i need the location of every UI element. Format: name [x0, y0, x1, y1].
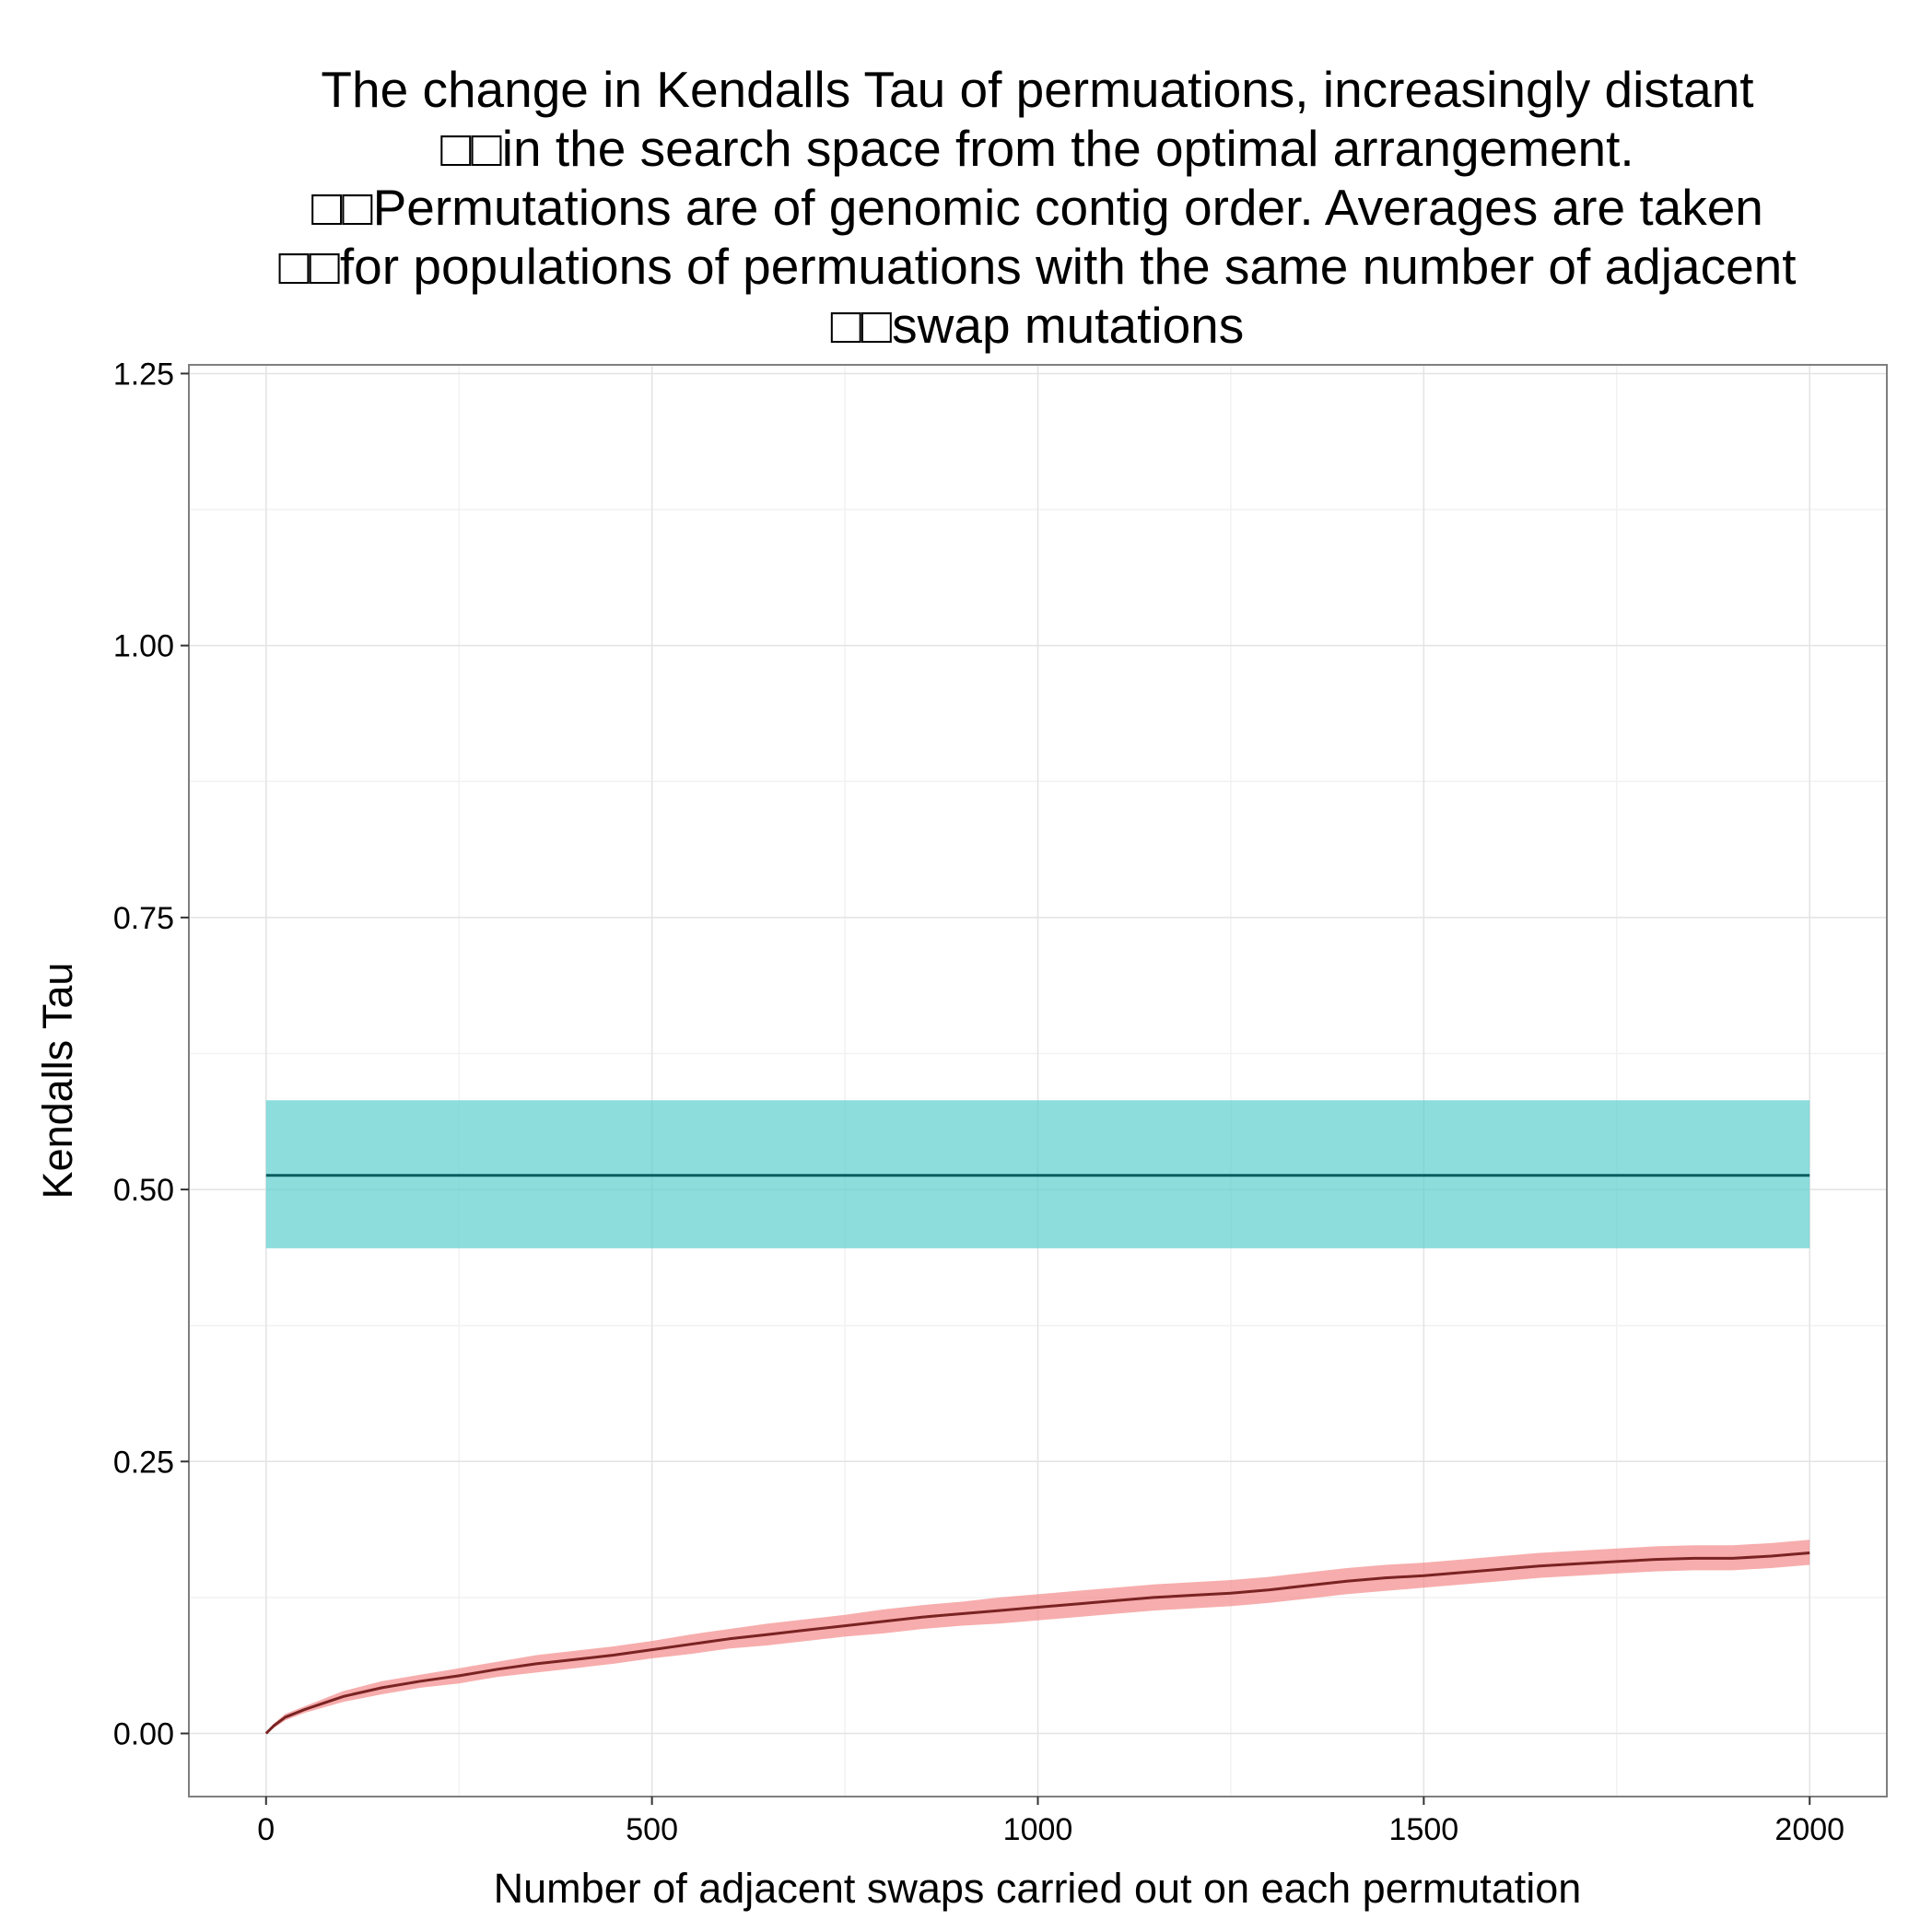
- y-tick-label: 1.00: [113, 629, 174, 664]
- title-line-4: □□for populations of permuations with th…: [278, 238, 1796, 295]
- y-tick-label: 0.75: [113, 901, 174, 936]
- x-tick-label: 500: [626, 1812, 678, 1847]
- series-2-line: [264, 1551, 1810, 1735]
- title-line-2: □□in the search space from the optimal a…: [440, 120, 1633, 177]
- y-tick-label: 1.25: [113, 357, 174, 392]
- y-tick-label: 0.25: [113, 1445, 174, 1480]
- title-line-5: □□swap mutations: [831, 297, 1245, 354]
- title-line-3: □□Permutations are of genomic contig ord…: [311, 179, 1763, 236]
- y-axis: 0.00 0.25 0.50 0.75 1.00 1.25: [113, 357, 189, 1752]
- x-tick-label: 2000: [1774, 1812, 1844, 1847]
- y-tick-label: 0.50: [113, 1173, 174, 1208]
- x-axis: 0 500 1000 1500 2000: [257, 1797, 1844, 1847]
- x-tick-label: 0: [257, 1812, 275, 1847]
- y-tick-label: 0.00: [113, 1717, 174, 1752]
- x-axis-title: Number of adjacent swaps carried out on …: [494, 1865, 1582, 1912]
- major-gridlines: [189, 365, 1887, 1797]
- title-line-1: The change in Kendalls Tau of permuation…: [321, 61, 1753, 118]
- x-tick-label: 1500: [1389, 1812, 1459, 1847]
- chart-title: The change in Kendalls Tau of permuation…: [278, 61, 1796, 354]
- y-axis-title: Kendalls Tau: [34, 963, 81, 1200]
- x-tick-label: 1000: [1003, 1812, 1073, 1847]
- series-lines: [264, 1174, 1810, 1735]
